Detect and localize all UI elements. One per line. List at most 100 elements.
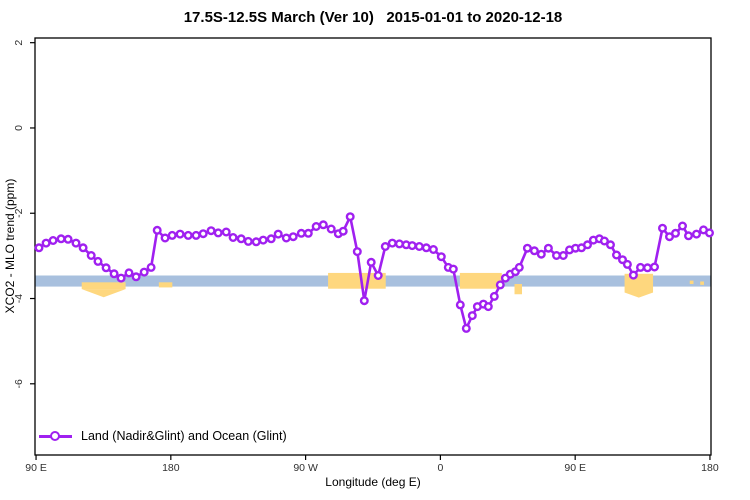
data-point-marker <box>650 262 660 272</box>
data-point-marker <box>251 237 261 247</box>
data-point-marker <box>455 300 465 310</box>
chart-title: 17.5S-12.5S March (Ver 10) 2015-01-01 to… <box>183 9 563 26</box>
data-point-marker <box>612 250 622 260</box>
x-tick-label: 0 <box>437 462 443 474</box>
data-point-marker <box>606 240 616 250</box>
data-point-marker <box>213 228 223 238</box>
data-point-marker <box>366 257 376 267</box>
x-tick-label: 90 E <box>564 462 586 474</box>
x-tick-label: 90 E <box>25 462 47 474</box>
data-point-marker <box>352 247 362 257</box>
data-point-marker <box>692 229 702 239</box>
highlight-band-segment <box>700 281 704 285</box>
data-point-marker <box>359 296 369 306</box>
data-point-marker <box>146 262 156 272</box>
data-point-marker <box>338 226 348 236</box>
data-point-marker <box>273 229 283 239</box>
data-point-marker <box>705 228 715 238</box>
data-point-marker <box>380 241 390 251</box>
data-point-marker <box>558 250 568 260</box>
y-tick-label: -4 <box>13 294 25 303</box>
legend-open-circle-marker-icon <box>50 430 60 441</box>
data-point-marker <box>436 252 446 262</box>
data-point-marker <box>583 240 593 250</box>
data-point-marker <box>522 243 532 253</box>
y-tick-label: 0 <box>13 125 25 131</box>
data-point-marker <box>483 302 493 312</box>
x-tick-label: 180 <box>701 462 719 474</box>
data-point-marker <box>296 228 306 238</box>
data-point-marker <box>643 263 653 273</box>
data-point-marker <box>78 243 88 253</box>
data-point-marker <box>489 291 499 301</box>
data-point-marker <box>63 234 73 244</box>
data-point-marker <box>48 235 58 245</box>
data-point-marker <box>86 250 96 260</box>
highlight-band-segment <box>624 273 654 293</box>
data-point-marker <box>71 238 81 248</box>
data-point-marker <box>288 232 298 242</box>
data-point-marker <box>109 269 119 279</box>
highlight-band-segment <box>689 280 694 285</box>
legend-label: Land (Nadir&Glint) and Ocean (Glint) <box>81 429 287 443</box>
highlight-band-segment <box>459 272 502 289</box>
data-point-marker <box>124 268 134 278</box>
data-point-marker <box>467 311 477 321</box>
y-axis-title: XCO2 - MLO trend (ppm) <box>3 178 17 314</box>
data-point-marker <box>56 234 66 244</box>
data-point-marker <box>167 230 177 240</box>
data-point-marker <box>266 234 276 244</box>
data-point-marker <box>281 233 291 243</box>
highlight-band-bump <box>624 292 654 298</box>
data-point-marker <box>326 224 336 234</box>
data-point-marker <box>671 228 681 238</box>
y-tick-label: -6 <box>13 379 25 388</box>
data-point-marker <box>236 234 246 244</box>
data-point-marker <box>41 238 51 248</box>
data-point-marker <box>428 244 438 254</box>
data-point-marker <box>622 259 632 269</box>
highlight-band-segment <box>81 282 126 290</box>
data-point-marker <box>448 264 458 274</box>
data-point-marker <box>191 230 201 240</box>
highlight-band-segment <box>158 282 173 288</box>
y-tick-label: -2 <box>13 208 25 217</box>
data-point-marker <box>243 236 253 246</box>
data-point-marker <box>461 323 471 333</box>
data-point-marker <box>228 232 238 242</box>
data-point-marker <box>198 229 208 239</box>
data-point-marker <box>345 212 355 222</box>
data-point-marker <box>183 230 193 240</box>
data-point-marker <box>303 228 313 238</box>
data-point-marker <box>514 262 524 272</box>
data-point-marker <box>407 241 417 251</box>
data-point-marker <box>206 226 216 236</box>
data-point-marker <box>414 241 424 251</box>
legend-line-swatch <box>39 428 72 444</box>
data-point-marker <box>258 235 268 245</box>
data-point-marker <box>318 220 328 230</box>
data-point-marker <box>628 270 638 280</box>
data-point-marker <box>599 236 609 246</box>
data-point-marker <box>221 227 231 237</box>
data-point-marker <box>373 271 383 281</box>
y-tick-label: 2 <box>13 40 25 46</box>
x-tick-label: 90 W <box>293 462 318 474</box>
data-point-marker <box>116 273 126 283</box>
data-point-marker <box>394 239 404 249</box>
x-tick-label: 180 <box>162 462 180 474</box>
highlight-band-bump <box>81 289 126 298</box>
data-point-marker <box>636 262 646 272</box>
data-point-marker <box>678 221 688 231</box>
data-point-marker <box>160 233 170 243</box>
highlight-band-segment <box>328 272 386 289</box>
data-point-marker <box>684 231 694 241</box>
data-point-marker <box>34 243 44 253</box>
data-point-marker <box>311 221 321 231</box>
data-point-marker <box>495 280 505 290</box>
data-point-marker <box>387 238 397 248</box>
data-point-marker <box>175 229 185 239</box>
data-point-marker <box>93 256 103 266</box>
data-point-marker <box>658 223 668 233</box>
